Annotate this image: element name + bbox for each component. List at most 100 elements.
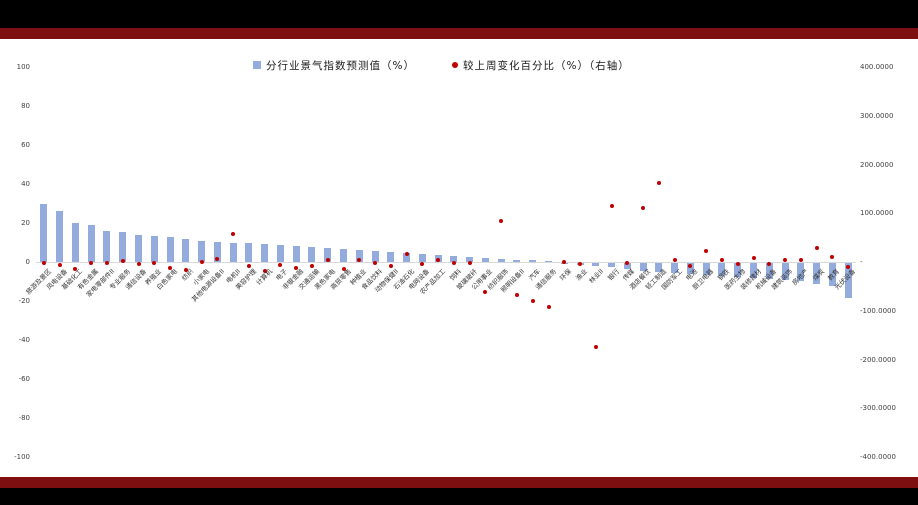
bar: [545, 261, 552, 263]
left-axis-tick: 0: [25, 258, 30, 266]
change-dot: [420, 261, 425, 266]
bar: [655, 263, 663, 272]
change-dot: [152, 260, 157, 265]
change-dot: [530, 299, 535, 303]
dot-series-marker-icon: [452, 62, 458, 68]
change-dot: [41, 260, 46, 265]
bar: [198, 240, 206, 262]
bar: [639, 263, 647, 271]
change-dot: [120, 259, 125, 264]
change-dot: [262, 268, 267, 273]
bar: [87, 224, 95, 262]
change-dot: [104, 260, 109, 265]
bar: [229, 242, 237, 262]
bar: [103, 230, 111, 262]
bar: [734, 263, 742, 277]
change-dot: [578, 261, 583, 266]
bar-series-swatch-icon: [253, 61, 261, 69]
change-dot: [278, 262, 283, 267]
change-dot: [514, 293, 519, 298]
bar: [119, 231, 127, 262]
change-dot: [168, 265, 173, 270]
bar: [56, 211, 64, 262]
right-axis-tick: -300.0000: [860, 404, 896, 413]
bar: [765, 263, 773, 279]
bar: [529, 260, 537, 262]
change-dot: [183, 267, 188, 272]
change-dot: [231, 232, 236, 237]
bar: [450, 256, 458, 262]
bar: [513, 260, 521, 262]
legend-label-bars: 分行业景气指数预测值（%）: [266, 59, 415, 72]
zero-axis-line: [36, 262, 856, 263]
right-axis-tick: -100.0000: [860, 306, 896, 315]
change-dot: [656, 181, 661, 186]
change-dot: [830, 255, 835, 260]
bar: [750, 263, 757, 278]
bar: [135, 234, 142, 262]
bar: [718, 263, 726, 276]
change-dot: [609, 203, 614, 208]
bar: [592, 263, 600, 266]
bar: [292, 246, 300, 262]
bar: [403, 253, 411, 262]
change-dot: [341, 266, 346, 271]
change-dot: [814, 245, 819, 250]
bar: [828, 263, 836, 287]
bar: [608, 263, 616, 267]
bar: [418, 254, 426, 262]
change-dot: [136, 261, 141, 266]
change-dot: [73, 266, 78, 271]
change-dot: [846, 264, 851, 269]
right-axis-tick: -: [860, 258, 863, 266]
change-dot: [325, 258, 330, 263]
bar: [623, 263, 631, 269]
right-axis-tick: 200.0000: [860, 160, 894, 169]
change-dot: [641, 206, 646, 211]
bar: [355, 250, 363, 262]
bar: [813, 263, 821, 285]
bar: [166, 236, 174, 262]
change-dot: [625, 260, 630, 265]
left-axis-tick: 40: [21, 180, 30, 188]
left-axis-tick: -80: [18, 414, 30, 422]
bar: [40, 203, 48, 262]
change-dot: [719, 258, 724, 263]
change-dot: [593, 345, 598, 350]
change-dot: [388, 263, 393, 268]
change-dot: [404, 252, 409, 257]
top-border-bar: [0, 28, 918, 39]
change-dot: [783, 258, 788, 263]
plot-area: 100 80 60 40 20 0 -20 -40 -60 -80 -100 400.0000 300.…: [0, 39, 918, 477]
bar: [261, 244, 269, 262]
bar: [308, 247, 316, 262]
bar: [276, 245, 284, 262]
bar: [481, 258, 489, 262]
bar: [686, 263, 694, 274]
change-dot: [89, 260, 94, 265]
bar: [213, 241, 221, 262]
left-axis-tick: 60: [21, 141, 30, 149]
change-dot: [215, 257, 220, 262]
change-dot: [735, 261, 740, 266]
change-dot: [373, 260, 378, 265]
bar: [324, 248, 332, 262]
legend: 分行业景气指数预测值（%） 较上周变化百分比（%）（右轴）: [0, 57, 918, 73]
change-dot: [294, 265, 299, 270]
legend-item-bars: 分行业景气指数预测值（%）: [253, 57, 415, 73]
left-axis-tick: 80: [21, 102, 30, 110]
legend-label-dots: 较上周变化百分比（%）（右轴）: [463, 59, 630, 72]
right-axis-tick: 400.0000: [860, 63, 894, 71]
change-dot: [688, 263, 693, 268]
bar: [150, 235, 158, 262]
right-axis-tick: 300.0000: [860, 111, 894, 120]
change-dot: [672, 258, 677, 263]
change-dot: [199, 260, 204, 264]
bar: [387, 252, 395, 262]
change-dot: [751, 256, 756, 261]
bar: [497, 259, 505, 262]
change-dot: [499, 219, 504, 224]
bar: [781, 263, 789, 280]
bar: [340, 249, 347, 262]
change-dot: [451, 260, 456, 265]
